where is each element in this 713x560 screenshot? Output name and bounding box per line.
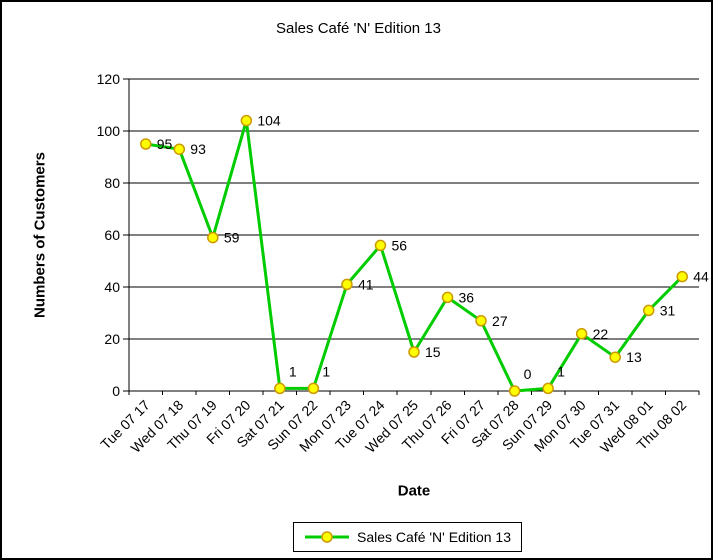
data-point-marker [207,231,219,244]
data-point-label: 0 [524,366,532,382]
data-point-marker [609,351,621,363]
y-tick-label: 100 [97,123,121,139]
legend-label: Sales Café 'N' Edition 13 [357,529,511,545]
data-point-marker [542,382,554,395]
data-point-label: 1 [289,363,297,379]
data-point-label: 15 [425,344,441,360]
x-axis-title: Date [397,482,431,500]
data-point-marker [441,291,454,304]
data-point-label: 59 [224,230,240,246]
y-tick-label: 60 [104,227,120,243]
chart-title: Sales Café 'N' Edition 13 [276,20,441,37]
data-point-label: 36 [459,289,475,305]
data-point-label: 13 [626,349,642,365]
y-tick-label: 120 [97,71,121,87]
data-point-label: 27 [492,313,508,329]
y-tick-label: 80 [104,175,120,191]
data-point-label: 56 [391,237,407,253]
data-point-marker [508,385,521,397]
data-point-label: 93 [190,141,206,157]
data-point-label: 22 [593,326,609,342]
data-point-marker [274,382,286,395]
data-point-marker [140,138,152,150]
data-point-marker [173,143,186,155]
data-point-marker [475,315,487,327]
legend: Sales Café 'N' Edition 13 [293,522,522,552]
data-point-marker [642,304,655,317]
data-point-marker [307,382,320,395]
data-point-marker [240,114,253,127]
data-point-marker [341,278,353,291]
data-point-label: 1 [322,363,330,379]
data-point-label: 31 [660,302,676,318]
data-point-label: 95 [157,136,173,152]
data-point-label: 44 [693,269,709,285]
data-point-marker [676,270,688,283]
legend-line-marker-icon [305,531,349,543]
data-point-label: 41 [358,276,374,292]
data-point-marker [408,346,420,358]
data-point-label: 104 [257,113,281,129]
data-point-label: 1 [557,363,565,379]
y-tick-label: 40 [104,279,120,295]
y-tick-label: 0 [112,383,120,399]
y-tick-label: 20 [104,331,120,347]
y-axis-title: Numbers of Customers [31,152,49,318]
data-point-marker [374,239,387,252]
data-point-marker [575,328,588,340]
